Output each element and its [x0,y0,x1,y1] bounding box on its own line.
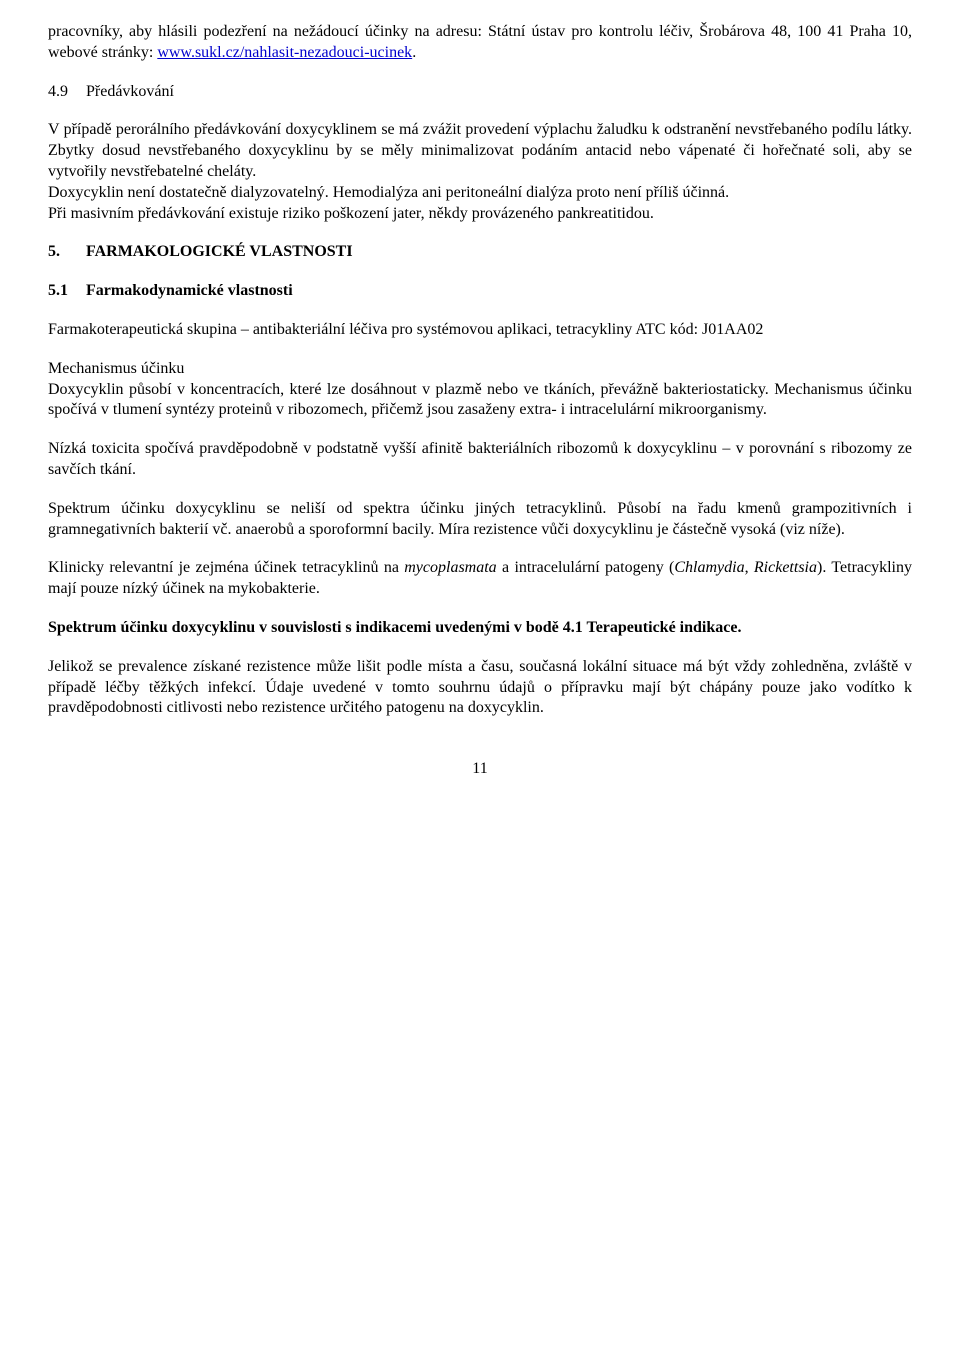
clin-text-a: Klinicky relevantní je zejména účinek te… [48,559,404,576]
section-number-4-9: 4.9 [48,82,86,103]
mechanism-heading: Mechanismus účinku [48,360,184,377]
paragraph-clinical: Klinicky relevantní je zejména účinek te… [48,558,912,600]
paragraph-reporting: pracovníky, aby hlásili podezření na než… [48,22,912,64]
paragraph-spectrum: Spektrum účinku doxycyklinu se neliší od… [48,499,912,541]
paragraph-spectrum-indications: Spektrum účinku doxycyklinu v souvislost… [48,618,912,639]
link-sukl[interactable]: www.sukl.cz/nahlasit-nezadouci-ucinek [157,44,412,61]
section-number-5: 5. [48,242,86,263]
paragraph-mechanism: Mechanismus účinku Doxycyklin působí v k… [48,359,912,421]
heading-4-9: 4.9Předávkování [48,82,912,103]
clin-chlamydia: Chlamydia [674,559,744,576]
paragraph-49-3: Při masivním předávkování existuje rizik… [48,204,912,225]
paragraph-toxicity: Nízká toxicita spočívá pravděpodobně v p… [48,439,912,481]
clin-text-b: a intracelulární patogeny ( [497,559,675,576]
clin-text-c: , [745,559,754,576]
page-number: 11 [48,759,912,780]
section-title-5: FARMAKOLOGICKÉ VLASTNOSTI [86,243,353,260]
paragraph-49-2: Doxycyklin není dostatečně dialyzovateln… [48,183,912,204]
section-title-4-9: Předávkování [86,83,174,100]
paragraph-atc: Farmakoterapeutická skupina – antibakter… [48,320,912,341]
heading-5-1: 5.1Farmakodynamické vlastnosti [48,281,912,302]
text-reporting-b: . [412,44,416,61]
section-title-5-1: Farmakodynamické vlastnosti [86,282,293,299]
paragraph-49-1: V případě perorálního předávkování doxyc… [48,120,912,182]
heading-5: 5.FARMAKOLOGICKÉ VLASTNOSTI [48,242,912,263]
mechanism-body: Doxycyklin působí v koncentracích, které… [48,381,912,419]
section-number-5-1: 5.1 [48,281,86,302]
clin-mycoplasmata: mycoplasmata [404,559,496,576]
clin-rickettsia: Rickettsia [754,559,817,576]
paragraph-prevalence: Jelikož se prevalence získané rezistence… [48,657,912,719]
